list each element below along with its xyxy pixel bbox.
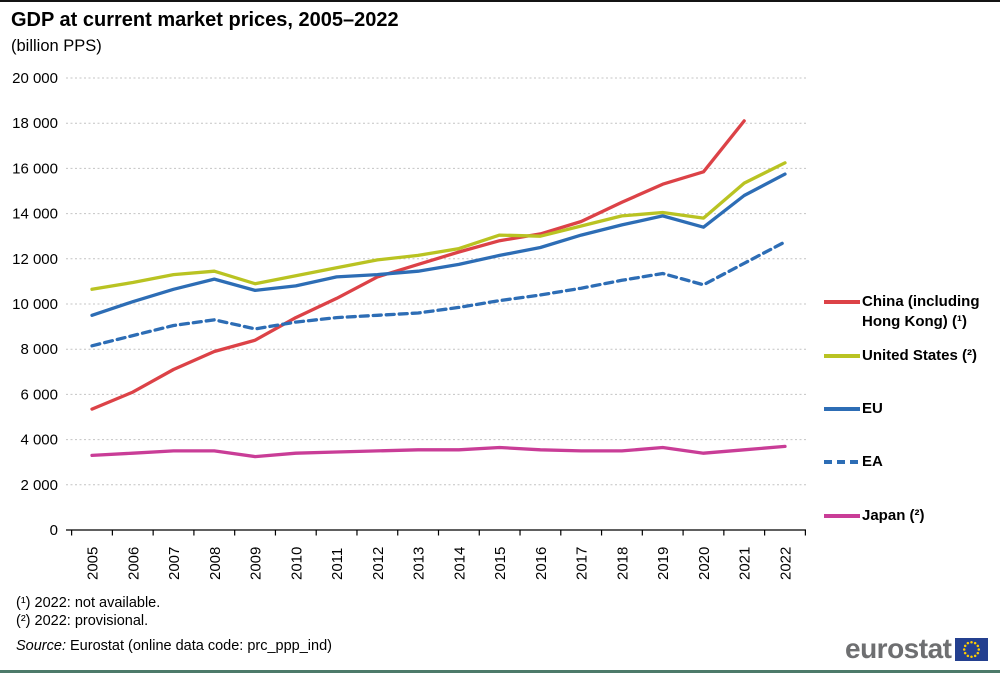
- x-axis-tick-label: 2006: [125, 547, 142, 580]
- legend-label-eu: EU: [862, 400, 883, 417]
- legend-item-ea: EA: [824, 452, 883, 472]
- y-axis-tick-label: 14 000: [12, 206, 58, 223]
- y-axis-tick-label: 6 000: [20, 386, 58, 403]
- bottom-accent-bar: [0, 670, 1000, 673]
- y-axis-tick-label: 20 000: [12, 70, 58, 87]
- x-axis-tick-label: 2007: [166, 547, 183, 580]
- footnotes: (¹) 2022: not available. (²) 2022: provi…: [16, 594, 332, 655]
- y-axis-tick-label: 8 000: [20, 341, 58, 358]
- series-line-united-states: [90, 161, 787, 291]
- x-axis-tick-label: 2021: [737, 547, 754, 580]
- legend-label-ea: EA: [862, 453, 883, 470]
- x-axis-tick-label: 2011: [329, 548, 346, 580]
- source-note: Source: Eurostat (online data code: prc_…: [16, 637, 332, 655]
- eu-flag-star: [978, 647, 981, 651]
- legend-label-china: China (including Hong Kong) (¹): [862, 293, 980, 330]
- legend-line-sample-eu: [824, 407, 860, 411]
- legend-label-japan: Japan (²): [862, 507, 925, 524]
- chart-subtitle: (billion PPS): [11, 37, 102, 55]
- source-text: Eurostat (online data code: prc_ppp_ind): [65, 638, 332, 654]
- y-axis-tick-label: 2 000: [20, 477, 58, 494]
- legend-label-united-states: United States (²): [862, 347, 978, 364]
- eu-flag-star: [970, 640, 974, 643]
- y-axis-tick-label: 4 000: [20, 432, 58, 449]
- x-axis-tick-label: 2018: [614, 547, 631, 580]
- top-border: [0, 0, 1000, 2]
- x-axis-tick-label: 2005: [85, 547, 102, 580]
- y-axis-tick-label: 10 000: [12, 296, 58, 313]
- eurostat-logo-text: eurostat: [845, 633, 952, 664]
- legend-item-united-states: United States (²): [824, 346, 977, 366]
- legend-item-japan: Japan (²): [824, 506, 925, 526]
- eu-flag-star: [977, 651, 980, 654]
- x-axis-tick-label: 2015: [492, 547, 509, 580]
- footnote-2: (²) 2022: provisional.: [16, 613, 149, 629]
- series-line-ea: [90, 240, 787, 348]
- legend-line-sample-ea: [824, 460, 860, 464]
- x-axis-tick-label: 2019: [655, 547, 672, 580]
- eu-flag-star: [964, 644, 967, 647]
- series-line-china-including-hong-kong: [90, 119, 746, 411]
- eu-flag-star: [964, 651, 967, 654]
- x-axis-tick-label: 2022: [778, 547, 795, 580]
- chart-legend: China (including Hong Kong) (¹) United S…: [824, 0, 1000, 677]
- eu-flag-star: [967, 654, 970, 657]
- x-axis-tick-label: 2012: [370, 547, 387, 580]
- legend-line-sample-japan: [824, 514, 860, 518]
- x-axis-tick-label: 2010: [288, 547, 305, 580]
- x-axis-tick-label: 2016: [533, 547, 550, 580]
- legend-item-eu: EU: [824, 399, 883, 419]
- eu-flag-star: [977, 644, 980, 647]
- x-axis-tick-label: 2013: [411, 547, 428, 580]
- series-line-japan: [90, 444, 787, 459]
- source-label: Source:: [16, 638, 66, 654]
- series-line-eu: [90, 172, 787, 317]
- eu-flag-star: [970, 655, 974, 658]
- x-axis-tick-label: 2014: [451, 547, 468, 580]
- x-axis-tick-label: 2009: [248, 547, 265, 580]
- eu-flag-star: [974, 641, 977, 644]
- x-axis-tick-label: 2008: [207, 547, 224, 580]
- eu-flag-star: [974, 654, 977, 657]
- x-axis-tick-label: 2020: [696, 547, 713, 580]
- y-axis-tick-label: 12 000: [12, 251, 58, 268]
- eu-flag-icon: [955, 637, 989, 661]
- y-axis-tick-label: 18 000: [12, 115, 58, 132]
- legend-item-china: China (including Hong Kong) (¹): [824, 292, 1000, 332]
- x-axis-tick-label: 2017: [574, 547, 591, 580]
- y-axis-tick-label: 0: [50, 522, 58, 539]
- legend-line-sample-china: [824, 300, 860, 304]
- eu-flag-star: [967, 641, 970, 644]
- eu-flag-star: [963, 647, 966, 651]
- legend-line-sample-united-states: [824, 354, 860, 358]
- eurostat-logo: eurostat: [845, 633, 989, 665]
- chart-title: GDP at current market prices, 2005–2022: [11, 9, 399, 31]
- y-axis-tick-label: 16 000: [12, 160, 58, 177]
- footnote-1: (¹) 2022: not available.: [16, 595, 161, 611]
